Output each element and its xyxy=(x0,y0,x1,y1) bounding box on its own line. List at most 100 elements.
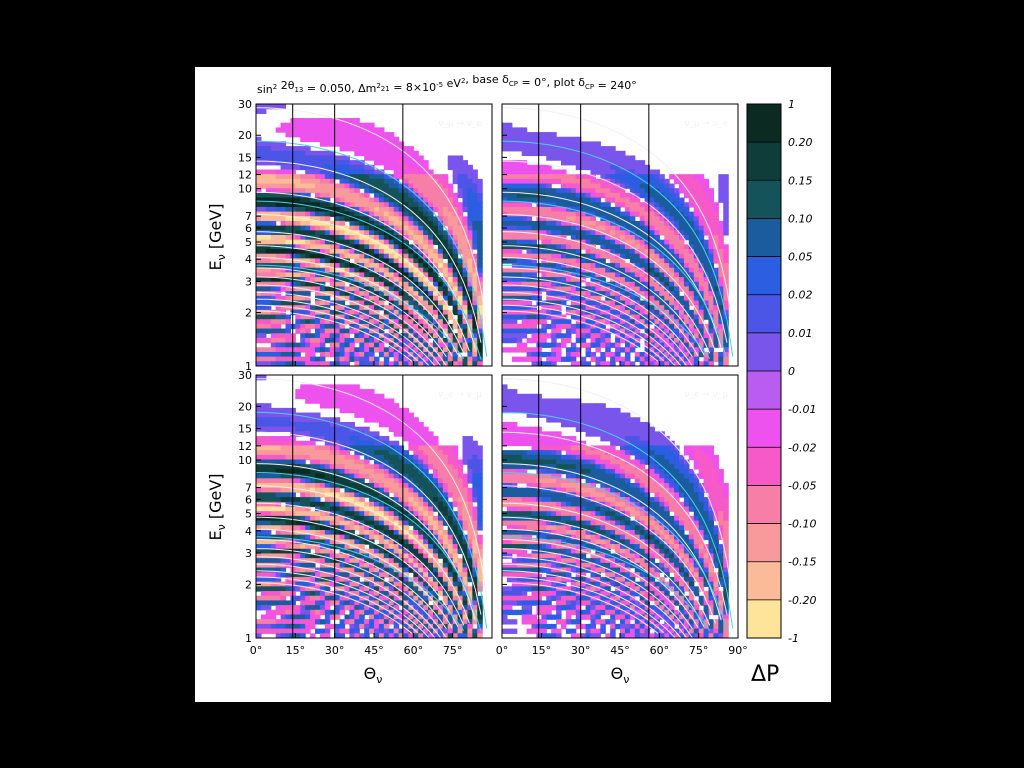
heatmap-cell xyxy=(713,337,719,344)
heatmap-cell xyxy=(329,230,336,236)
heatmap-cell xyxy=(590,141,597,147)
heatmap-cell xyxy=(506,337,513,344)
heatmap-cell xyxy=(634,188,641,194)
heatmap-cell xyxy=(580,328,587,334)
heatmap-cell xyxy=(472,216,478,222)
heatmap-cell xyxy=(580,244,587,250)
heatmap-cell xyxy=(280,277,287,283)
heatmap-cell xyxy=(275,277,282,283)
heatmap-cell xyxy=(280,459,287,465)
heatmap-cell xyxy=(516,206,523,213)
heatmap-cell xyxy=(634,263,641,269)
heatmap-cell xyxy=(408,225,414,231)
heatmap-cell xyxy=(295,468,301,475)
heatmap-cell xyxy=(624,178,631,185)
heatmap-cell xyxy=(590,263,597,269)
heatmap-cell xyxy=(408,244,414,250)
heatmap-cell xyxy=(378,258,385,264)
heatmap-cell xyxy=(324,337,331,344)
heatmap-cell xyxy=(590,178,597,185)
heatmap-cell xyxy=(339,169,346,175)
heatmap-cell xyxy=(502,230,508,236)
heatmap-cell xyxy=(713,351,719,358)
heatmap-cell xyxy=(275,225,282,231)
heatmap-cell xyxy=(378,216,385,222)
heatmap-cell xyxy=(315,323,321,330)
heatmap-cell xyxy=(423,300,429,306)
heatmap-cell xyxy=(280,220,287,227)
heatmap-cell xyxy=(305,192,311,199)
heatmap-cell xyxy=(374,211,380,217)
heatmap-cell xyxy=(516,249,523,255)
heatmap-cell xyxy=(349,473,355,479)
heatmap-cell xyxy=(703,216,710,222)
heatmap-cell xyxy=(683,356,690,362)
heatmap-cell xyxy=(339,333,346,339)
heatmap-cell xyxy=(393,342,400,348)
heatmap-cell xyxy=(423,281,429,288)
heatmap-cell xyxy=(447,244,454,250)
heatmap-cell xyxy=(349,122,355,128)
heatmap-cell xyxy=(575,136,582,143)
heatmap-cell xyxy=(708,286,715,292)
heatmap-cell xyxy=(260,487,267,494)
heatmap-cell xyxy=(275,407,282,414)
heatmap-cell xyxy=(615,174,621,180)
heatmap-cell xyxy=(462,277,469,283)
heatmap-cell xyxy=(472,277,478,283)
heatmap-cell xyxy=(403,169,410,175)
heatmap-cell xyxy=(349,436,355,442)
heatmap-cell xyxy=(260,412,267,418)
heatmap-cell xyxy=(723,174,729,180)
heatmap-cell xyxy=(374,202,380,208)
heatmap-cell xyxy=(310,169,316,175)
heatmap-cell xyxy=(418,450,424,456)
heatmap-cell xyxy=(354,478,360,484)
heatmap-cell xyxy=(561,272,567,278)
heatmap-cell xyxy=(610,286,616,292)
heatmap-cell xyxy=(403,487,410,494)
heatmap-cell xyxy=(393,253,400,259)
heatmap-cell xyxy=(403,253,410,259)
heatmap-cell xyxy=(265,197,272,203)
heatmap-cell xyxy=(452,258,459,264)
heatmap-cell xyxy=(423,478,429,484)
heatmap-cell xyxy=(388,183,395,189)
heatmap-cell xyxy=(654,267,660,274)
heatmap-cell xyxy=(698,235,705,241)
heatmap-cell xyxy=(605,267,611,274)
heatmap-cell xyxy=(644,295,651,302)
heatmap-cell xyxy=(265,239,272,245)
heatmap-cell xyxy=(452,160,459,166)
heatmap-cell xyxy=(300,328,306,334)
heatmap-cell xyxy=(428,216,434,222)
heatmap-cell xyxy=(472,468,478,475)
heatmap-cell xyxy=(575,192,582,199)
heatmap-cell xyxy=(344,141,351,147)
heatmap-cell xyxy=(359,426,365,432)
heatmap-cell xyxy=(349,440,355,447)
heatmap-cell xyxy=(354,132,360,138)
heatmap-cell xyxy=(620,183,626,189)
heatmap-cell xyxy=(260,178,267,185)
heatmap-cell xyxy=(369,436,375,442)
heatmap-cell xyxy=(442,230,449,236)
heatmap-cell xyxy=(433,258,439,264)
heatmap-cell xyxy=(418,216,424,222)
heatmap-cell xyxy=(285,188,292,194)
heatmap-cell xyxy=(393,478,400,484)
heatmap-cell xyxy=(285,333,292,339)
heatmap-cell xyxy=(339,361,346,366)
heatmap-cell xyxy=(674,244,680,250)
heatmap-cell xyxy=(703,328,710,334)
heatmap-cell xyxy=(565,351,572,358)
heatmap-cell xyxy=(679,337,685,344)
heatmap-cell xyxy=(418,178,424,185)
heatmap-cell xyxy=(418,454,424,461)
heatmap-cell xyxy=(378,492,385,498)
heatmap-cell xyxy=(270,319,277,325)
heatmap-cell xyxy=(708,351,715,358)
heatmap-cell xyxy=(260,454,267,461)
heatmap-cell xyxy=(472,295,478,302)
heatmap-cell xyxy=(300,337,306,344)
